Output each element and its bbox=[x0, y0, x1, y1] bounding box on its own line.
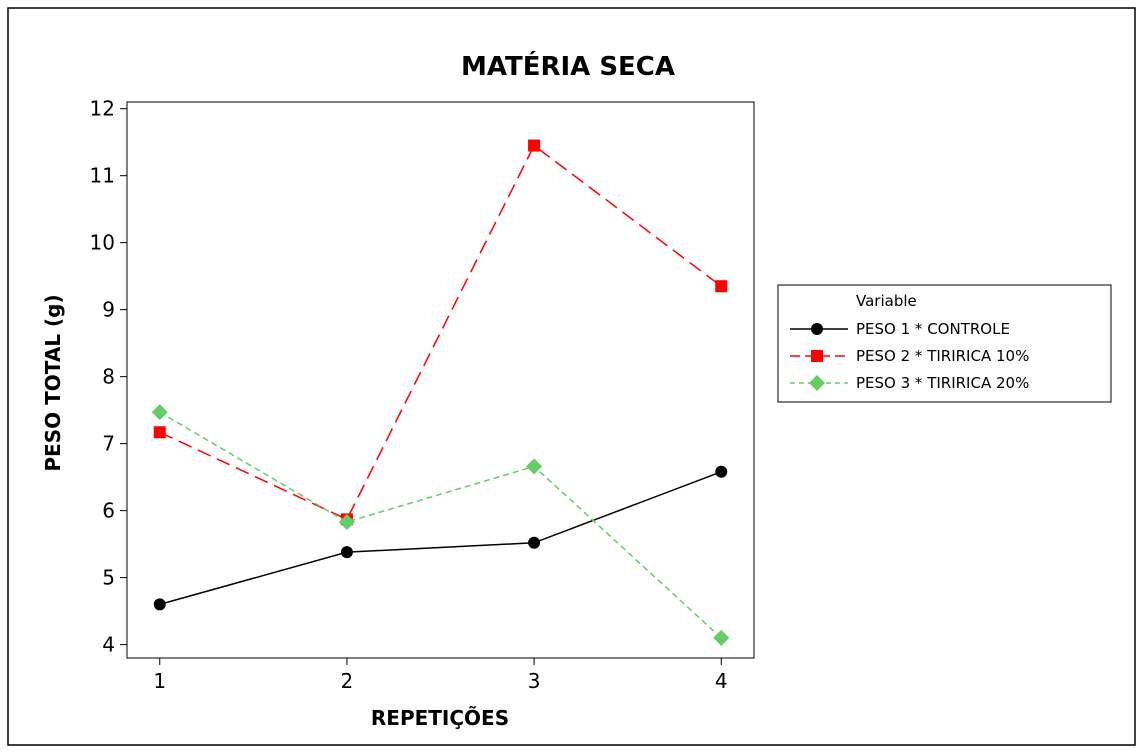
y-tick-label: 8 bbox=[102, 365, 115, 389]
y-tick-label: 11 bbox=[90, 164, 115, 188]
y-tick-label: 5 bbox=[102, 566, 115, 590]
series-3 bbox=[151, 404, 730, 646]
y-tick-label: 12 bbox=[90, 97, 115, 121]
legend-entry: PESO 1 * CONTROLE bbox=[790, 320, 1010, 338]
y-axis-title: PESO TOTAL (g) bbox=[41, 294, 65, 471]
series-2-point bbox=[528, 139, 541, 152]
series-3-point bbox=[338, 514, 355, 531]
series-1 bbox=[153, 465, 728, 611]
series-layer bbox=[151, 139, 730, 646]
legend-entry: PESO 3 * TIRIRICA 20% bbox=[790, 374, 1029, 392]
series-2-point bbox=[153, 426, 166, 439]
series-3-point bbox=[713, 629, 730, 646]
y-tick-label: 9 bbox=[102, 298, 115, 322]
series-1-point bbox=[715, 465, 728, 478]
series-3-line bbox=[159, 411, 722, 639]
y-axis: 4 5 6 7 8 9 10 11 12 bbox=[90, 97, 127, 657]
legend-entry: PESO 2 * TIRIRICA 10% bbox=[790, 347, 1029, 365]
legend-title: Variable bbox=[856, 292, 917, 310]
y-tick-label: 10 bbox=[90, 231, 115, 255]
series-1-point bbox=[153, 598, 166, 611]
series-2-line bbox=[159, 144, 722, 521]
series-2-point bbox=[715, 280, 728, 293]
chart-title: MATÉRIA SECA bbox=[461, 50, 675, 82]
y-tick-label: 4 bbox=[102, 633, 115, 657]
x-tick-label: 4 bbox=[715, 669, 728, 693]
y-tick-label: 6 bbox=[102, 499, 115, 523]
series-1-point bbox=[340, 546, 353, 559]
legend-label: PESO 3 * TIRIRICA 20% bbox=[856, 374, 1029, 392]
x-tick-label: 2 bbox=[341, 669, 354, 693]
legend-label: PESO 1 * CONTROLE bbox=[856, 320, 1010, 338]
series-1-point bbox=[528, 536, 541, 549]
legend-swatch-marker bbox=[809, 375, 825, 391]
legend: Variable PESO 1 * CONTROLE PESO 2 * TIRIR… bbox=[777, 284, 1112, 403]
legend-label: PESO 2 * TIRIRICA 10% bbox=[856, 347, 1029, 365]
legend-swatch-marker bbox=[811, 323, 823, 335]
x-tick-label: 3 bbox=[528, 669, 541, 693]
plot-area bbox=[126, 101, 755, 659]
x-tick-label: 1 bbox=[153, 669, 166, 693]
legend-box bbox=[777, 284, 1112, 403]
series-3-point bbox=[526, 458, 543, 475]
legend-swatch-marker bbox=[811, 350, 823, 362]
x-axis: 1 2 3 4 bbox=[153, 658, 728, 693]
x-axis-title: REPETIÇÕES bbox=[371, 706, 509, 730]
series-1-line bbox=[159, 471, 722, 606]
series-3-point bbox=[151, 404, 168, 421]
y-tick-label: 7 bbox=[102, 432, 115, 456]
